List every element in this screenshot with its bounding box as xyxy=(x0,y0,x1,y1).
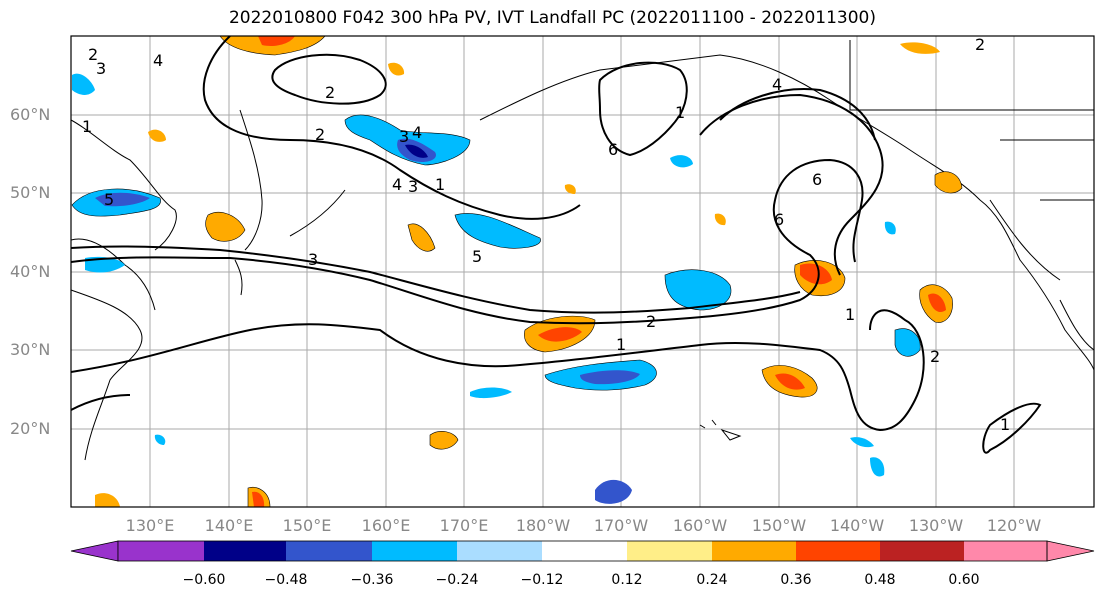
lon-label: 140°E xyxy=(204,516,254,535)
contour-label: 1 xyxy=(616,335,626,354)
pv-positive-shading xyxy=(95,36,963,507)
colorbar-tick-label: −0.48 xyxy=(264,572,308,588)
lat-label: 40°N xyxy=(10,262,51,281)
lon-label: 130°E xyxy=(125,516,175,535)
colorbar-tick-label: −0.24 xyxy=(435,572,479,588)
colorbar xyxy=(70,540,1095,562)
lon-label: 120°W xyxy=(986,516,1042,535)
colorbar-tick-label: 0.48 xyxy=(864,572,896,588)
lon-label: 150°E xyxy=(282,516,332,535)
lon-label: 170°E xyxy=(439,516,489,535)
contour-label: 2 xyxy=(930,347,940,366)
colorbar-tick-label: 0.60 xyxy=(948,572,980,588)
contour-label: 1 xyxy=(82,117,92,136)
lon-label: 160°E xyxy=(361,516,411,535)
contour-label: 3 xyxy=(308,250,318,269)
coastlines xyxy=(71,40,1094,461)
colorbar-tick-label: −0.36 xyxy=(350,572,394,588)
contour-label: 2 xyxy=(975,35,985,54)
contour-label: 5 xyxy=(104,190,114,209)
contour-label: 1 xyxy=(845,305,855,324)
contour-label: 1 xyxy=(1000,415,1010,434)
lon-label: 140°W xyxy=(829,516,885,535)
lon-label: 170°W xyxy=(593,516,649,535)
contour-label: 4 xyxy=(392,175,402,194)
colorbar-tick-label: 0.36 xyxy=(780,572,812,588)
contour-label: 4 xyxy=(153,51,163,70)
contour-label: 3 xyxy=(408,177,418,196)
pv-negative-shading xyxy=(71,73,921,504)
contour-label: 2 xyxy=(88,45,98,64)
contour-label: 2 xyxy=(646,312,656,331)
lat-label: 30°N xyxy=(10,340,51,359)
colorbar-tick-label: 0.12 xyxy=(611,572,643,588)
lon-label: 160°W xyxy=(672,516,728,535)
contour-label: 4 xyxy=(412,123,422,142)
contour-label: 6 xyxy=(812,170,822,189)
lon-label: 150°W xyxy=(751,516,807,535)
contour-label: 1 xyxy=(435,175,445,194)
lat-label: 60°N xyxy=(10,105,51,124)
map-area xyxy=(71,36,1094,507)
contour-labels: 2 3 4 2 2 6 4 1 6 6 5 3 4 1 5 3 2 1 1 2 … xyxy=(82,35,1010,434)
colorbar-tick-label: 0.24 xyxy=(696,572,728,588)
lon-label: 130°W xyxy=(908,516,964,535)
contour-label: 4 xyxy=(772,75,782,94)
contour-label: 6 xyxy=(608,140,618,159)
map-frame xyxy=(70,35,1095,508)
lat-label: 50°N xyxy=(10,183,51,202)
gridlines xyxy=(71,36,1094,507)
colorbar-tick-label: −0.12 xyxy=(520,572,564,588)
contour-label: 2 xyxy=(325,83,335,102)
contour-label: 2 xyxy=(315,125,325,144)
lon-label: 180°W xyxy=(515,516,571,535)
map-title: 2022010800 F042 300 hPa PV, IVT Landfall… xyxy=(228,8,876,28)
contour-label: 3 xyxy=(399,127,409,146)
contour-label: 3 xyxy=(96,59,106,78)
contour-label: 5 xyxy=(472,247,482,266)
contour-label: 1 xyxy=(675,103,685,122)
lat-label: 20°N xyxy=(10,419,51,438)
colorbar-tick-label: −0.60 xyxy=(182,572,226,588)
contour-label: 6 xyxy=(774,210,784,229)
ivt-contours xyxy=(71,36,1042,454)
